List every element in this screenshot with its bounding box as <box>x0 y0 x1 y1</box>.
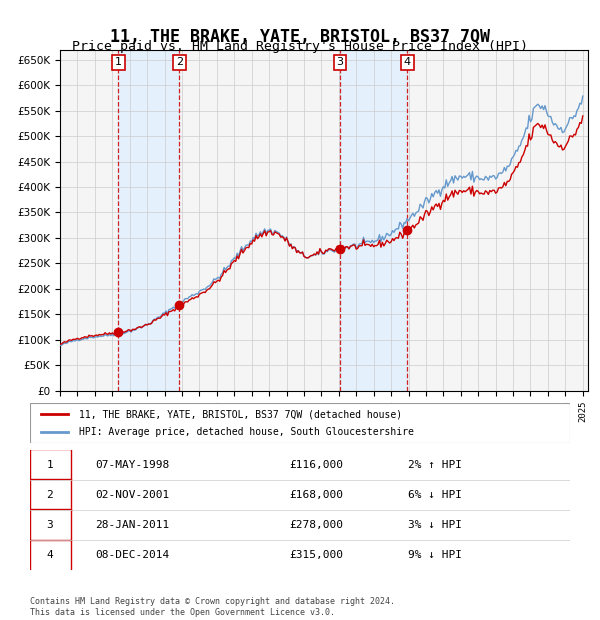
FancyBboxPatch shape <box>30 510 71 541</box>
Text: HPI: Average price, detached house, South Gloucestershire: HPI: Average price, detached house, Sout… <box>79 427 413 437</box>
Text: 3: 3 <box>47 520 53 530</box>
Text: 07-MAY-1998: 07-MAY-1998 <box>95 459 169 469</box>
Text: 2: 2 <box>47 490 53 500</box>
Bar <box>118 50 179 391</box>
Text: 08-DEC-2014: 08-DEC-2014 <box>95 551 169 560</box>
Text: Price paid vs. HM Land Registry's House Price Index (HPI): Price paid vs. HM Land Registry's House … <box>72 40 528 53</box>
Text: 3: 3 <box>337 58 344 68</box>
Text: 1: 1 <box>115 58 122 68</box>
Text: £116,000: £116,000 <box>289 459 343 469</box>
FancyBboxPatch shape <box>30 403 570 443</box>
Text: £278,000: £278,000 <box>289 520 343 530</box>
FancyBboxPatch shape <box>30 479 71 510</box>
Text: £168,000: £168,000 <box>289 490 343 500</box>
Text: 11, THE BRAKE, YATE, BRISTOL, BS37 7QW: 11, THE BRAKE, YATE, BRISTOL, BS37 7QW <box>110 28 490 46</box>
Text: 9% ↓ HPI: 9% ↓ HPI <box>408 551 462 560</box>
Text: 3% ↓ HPI: 3% ↓ HPI <box>408 520 462 530</box>
Text: 11, THE BRAKE, YATE, BRISTOL, BS37 7QW (detached house): 11, THE BRAKE, YATE, BRISTOL, BS37 7QW (… <box>79 409 402 419</box>
Text: 2% ↑ HPI: 2% ↑ HPI <box>408 459 462 469</box>
Text: 2: 2 <box>176 58 183 68</box>
Text: 02-NOV-2001: 02-NOV-2001 <box>95 490 169 500</box>
Text: 1: 1 <box>47 459 53 469</box>
FancyBboxPatch shape <box>30 539 71 571</box>
FancyBboxPatch shape <box>30 449 71 480</box>
Text: Contains HM Land Registry data © Crown copyright and database right 2024.
This d: Contains HM Land Registry data © Crown c… <box>30 598 395 617</box>
Text: £315,000: £315,000 <box>289 551 343 560</box>
Text: 4: 4 <box>47 551 53 560</box>
Bar <box>340 50 407 391</box>
Text: 4: 4 <box>404 58 411 68</box>
Text: 28-JAN-2011: 28-JAN-2011 <box>95 520 169 530</box>
Text: 6% ↓ HPI: 6% ↓ HPI <box>408 490 462 500</box>
